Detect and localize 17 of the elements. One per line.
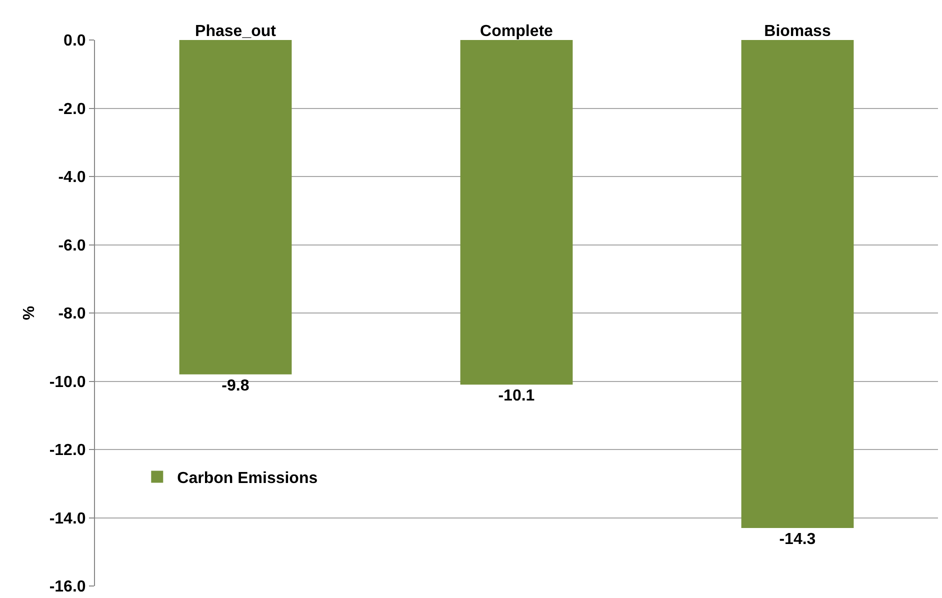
y-tick-label: -6.0 bbox=[58, 237, 86, 254]
x-tick-label: Complete bbox=[480, 22, 554, 40]
data-label: -14.3 bbox=[779, 530, 816, 548]
y-tick-label: 0.0 bbox=[64, 32, 86, 50]
y-tick-label: -2.0 bbox=[58, 100, 86, 118]
x-tick-label: Biomass bbox=[764, 22, 831, 40]
x-tick-label: Phase_out bbox=[195, 22, 277, 40]
y-tick-label: -10.0 bbox=[49, 374, 86, 391]
y-tick-label: -4.0 bbox=[58, 169, 86, 186]
y-axis-title: % bbox=[21, 306, 38, 320]
y-tick-label: -12.0 bbox=[49, 442, 86, 460]
y-tick-label: -16.0 bbox=[49, 578, 86, 596]
data-label: -9.8 bbox=[222, 377, 250, 394]
y-tick-label: -8.0 bbox=[58, 306, 86, 323]
y-tick-label: -14.0 bbox=[49, 510, 86, 528]
data-label: -10.1 bbox=[498, 388, 535, 405]
legend-label: Carbon Emissions bbox=[177, 470, 318, 487]
